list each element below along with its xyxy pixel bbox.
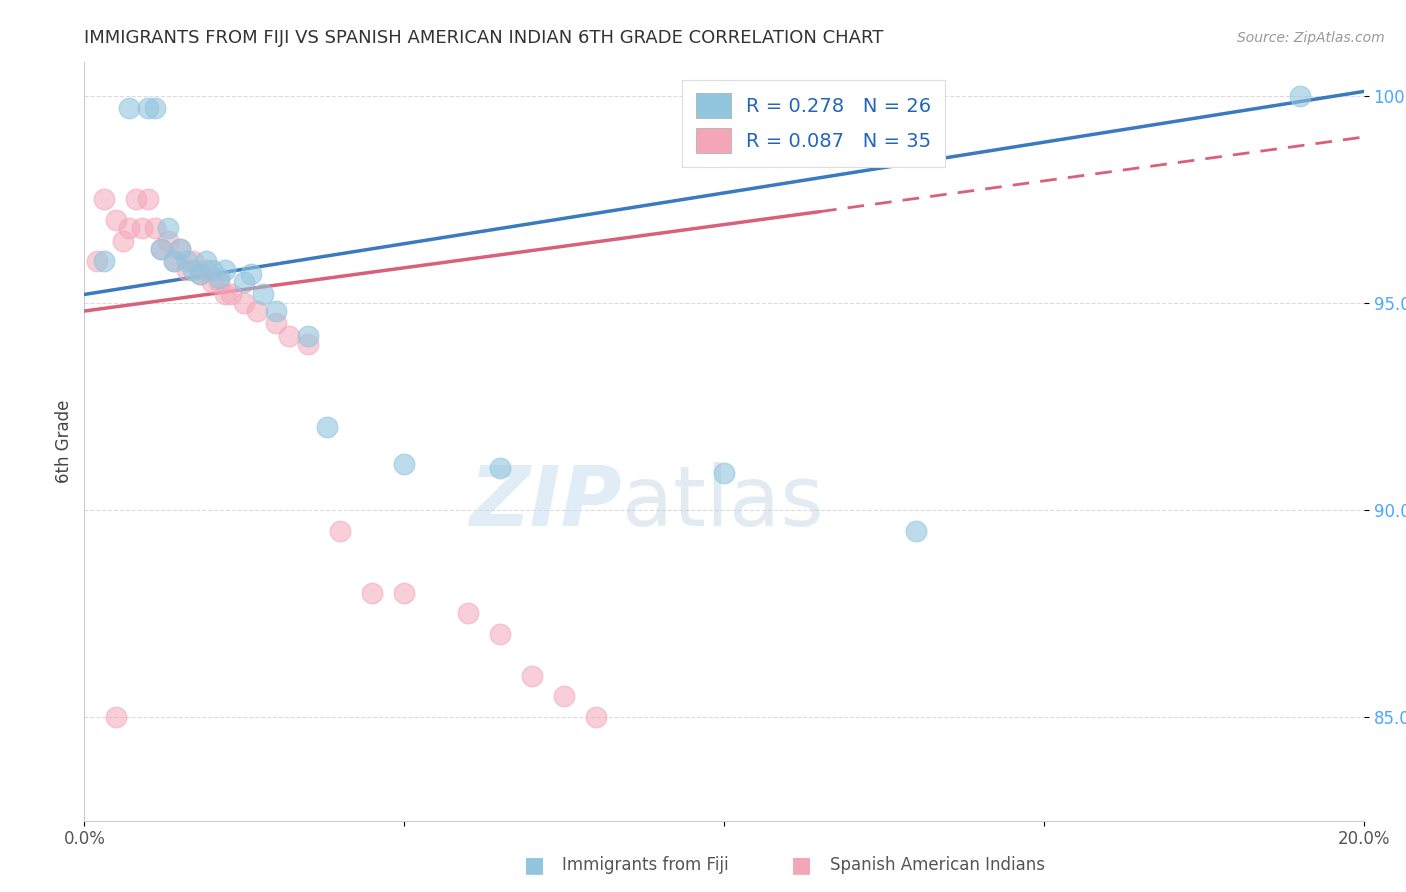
Point — [181, 254, 204, 268]
Y-axis label: 6th Grade: 6th Grade — [55, 400, 73, 483]
Point — [163, 254, 186, 268]
Text: ■: ■ — [524, 855, 544, 875]
Point — [246, 304, 269, 318]
Legend: R = 0.278   N = 26, R = 0.087   N = 35: R = 0.278 N = 26, R = 0.087 N = 35 — [682, 79, 945, 167]
Point — [208, 271, 231, 285]
Point — [176, 254, 198, 268]
Point — [169, 242, 191, 256]
Point — [233, 295, 256, 310]
Point — [585, 710, 607, 724]
Point — [201, 262, 224, 277]
Point — [176, 262, 198, 277]
Point — [264, 317, 288, 331]
Point — [233, 275, 256, 289]
Point — [208, 275, 231, 289]
Point — [169, 242, 191, 256]
Text: atlas: atlas — [621, 462, 824, 542]
Point — [93, 254, 115, 268]
Point — [394, 458, 416, 472]
Point — [221, 287, 243, 301]
Point — [118, 101, 141, 115]
Point — [297, 329, 319, 343]
Point — [138, 101, 160, 115]
Text: ■: ■ — [792, 855, 811, 875]
Point — [214, 287, 236, 301]
Point — [188, 267, 211, 281]
Point — [214, 262, 236, 277]
Point — [188, 267, 211, 281]
Point — [181, 262, 204, 277]
Point — [252, 287, 274, 301]
Point — [105, 710, 128, 724]
Point — [111, 234, 134, 248]
Point — [522, 668, 544, 682]
Point — [1288, 88, 1310, 103]
Point — [143, 221, 166, 235]
Point — [297, 337, 319, 351]
Point — [93, 192, 115, 206]
Point — [264, 304, 288, 318]
Point — [553, 690, 575, 704]
Point — [156, 221, 179, 235]
Text: Source: ZipAtlas.com: Source: ZipAtlas.com — [1237, 31, 1385, 45]
Point — [138, 192, 160, 206]
Text: ZIP: ZIP — [470, 462, 621, 542]
Point — [329, 524, 352, 538]
Point — [713, 466, 735, 480]
Text: Spanish American Indians: Spanish American Indians — [830, 856, 1045, 874]
Text: Immigrants from Fiji: Immigrants from Fiji — [562, 856, 730, 874]
Point — [201, 275, 224, 289]
Point — [394, 586, 416, 600]
Point — [905, 524, 928, 538]
Point — [163, 254, 186, 268]
Point — [105, 213, 128, 227]
Point — [489, 461, 512, 475]
Point — [131, 221, 153, 235]
Text: IMMIGRANTS FROM FIJI VS SPANISH AMERICAN INDIAN 6TH GRADE CORRELATION CHART: IMMIGRANTS FROM FIJI VS SPANISH AMERICAN… — [84, 29, 884, 47]
Point — [150, 242, 173, 256]
Point — [489, 627, 512, 641]
Point — [150, 242, 173, 256]
Point — [118, 221, 141, 235]
Point — [361, 586, 384, 600]
Point — [86, 254, 108, 268]
Point — [194, 254, 217, 268]
Point — [278, 329, 301, 343]
Point — [194, 262, 217, 277]
Point — [239, 267, 262, 281]
Point — [457, 607, 479, 621]
Point — [156, 234, 179, 248]
Point — [316, 420, 339, 434]
Point — [143, 101, 166, 115]
Point — [124, 192, 146, 206]
